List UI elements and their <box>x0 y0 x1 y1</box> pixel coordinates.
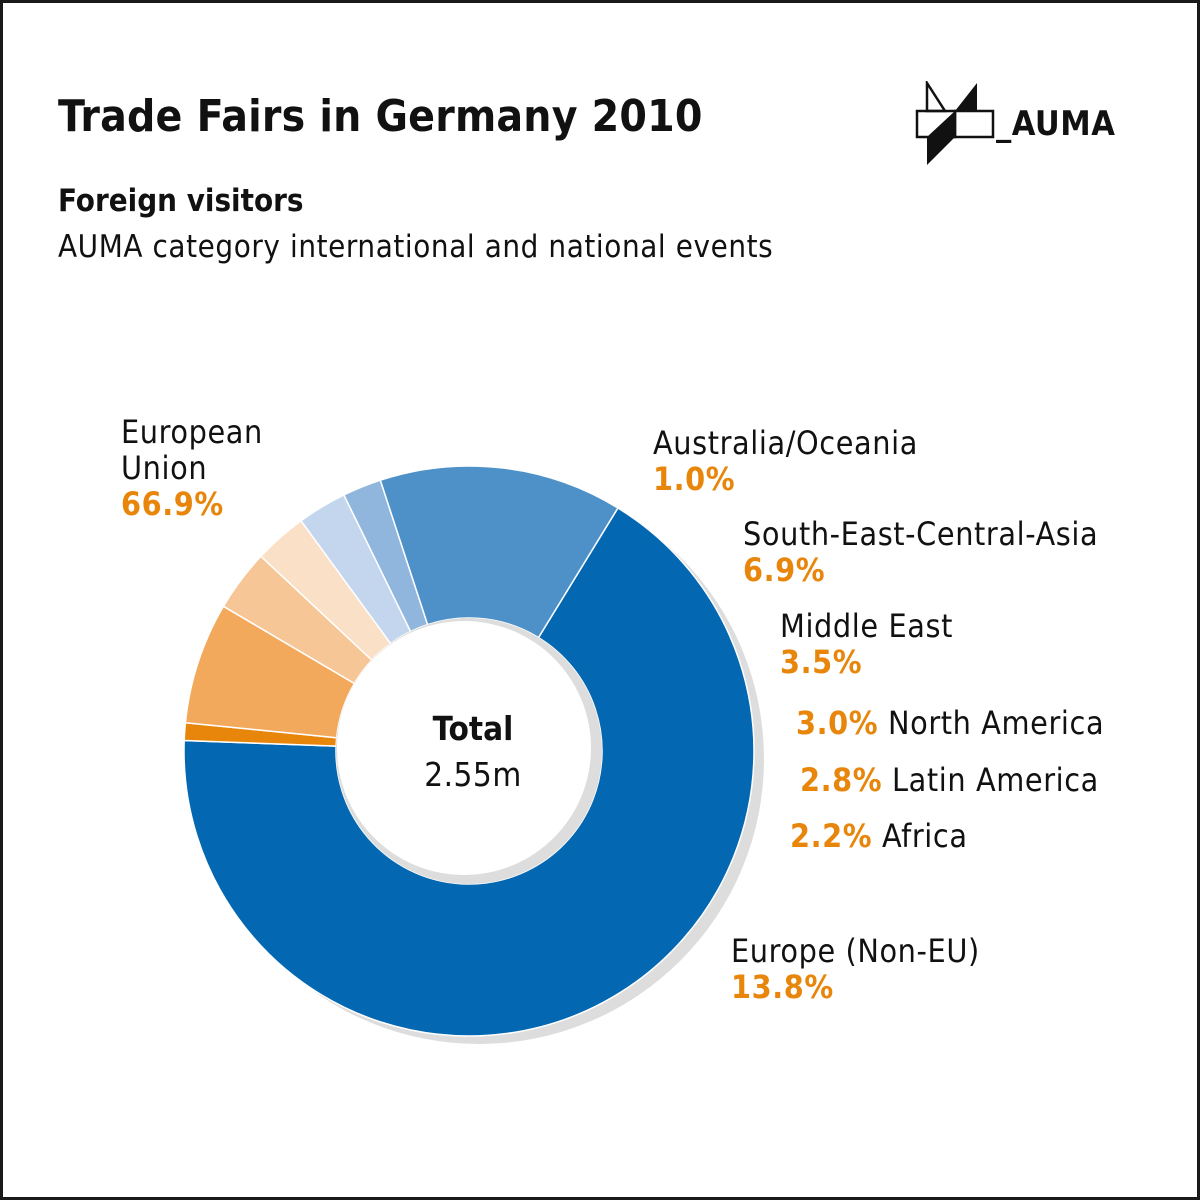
series-name-line: European <box>121 413 263 451</box>
series-value-label: 1.0% <box>653 460 736 498</box>
donut-chart <box>183 465 764 1044</box>
chart-title: Trade Fairs in Germany 2010 <box>58 91 703 142</box>
series-value-label: 3.5% <box>780 643 863 681</box>
series-name-line: Europe (Non-EU) <box>731 932 980 970</box>
series-name-line: Union <box>121 449 208 487</box>
series-name-line: South-East-Central-Asia <box>743 515 1099 553</box>
series-name-line: Africa <box>882 817 968 855</box>
series-name-line: Australia/Oceania <box>653 424 918 462</box>
legend-label-south-east-central-asia: South-East-Central-Asia 6.9% <box>743 516 1098 588</box>
donut-center-label: Total <box>432 709 514 748</box>
legend-label-middle-east: Middle East 3.5% <box>780 608 953 680</box>
series-name-line: Latin America <box>892 761 1099 799</box>
series-value-label: 3.0% <box>796 704 879 742</box>
donut-center-value: 2.55m <box>424 755 522 794</box>
chart-description: AUMA category international and national… <box>58 229 774 265</box>
series-value-label: 6.9% <box>743 551 826 589</box>
series-value-label: 2.2% <box>790 817 873 855</box>
series-name-line: North America <box>888 704 1105 742</box>
legend-label-europe-non-eu: Europe (Non-EU) 13.8% <box>731 933 980 1005</box>
donut-slice <box>379 465 619 639</box>
legend-label-latin-america: 2.8% Latin America <box>800 762 1099 798</box>
series-value-label: 2.8% <box>800 761 883 799</box>
donut-hole <box>337 621 591 875</box>
auma-logo-icon <box>915 81 995 165</box>
legend-label-africa: 2.2% Africa <box>790 818 968 854</box>
legend-label-australia-oceania: Australia/Oceania 1.0% <box>653 425 918 497</box>
series-name-line: Middle East <box>780 607 953 645</box>
series-value-label: 13.8% <box>731 968 834 1006</box>
legend-label-european-union: European Union 66.9% <box>121 414 263 522</box>
series-value-label: 66.9% <box>121 485 224 523</box>
legend-label-north-america: 3.0% North America <box>796 705 1104 741</box>
chart-subtitle: Foreign visitors <box>58 183 304 219</box>
auma-logo-text: _AUMA <box>996 104 1116 144</box>
